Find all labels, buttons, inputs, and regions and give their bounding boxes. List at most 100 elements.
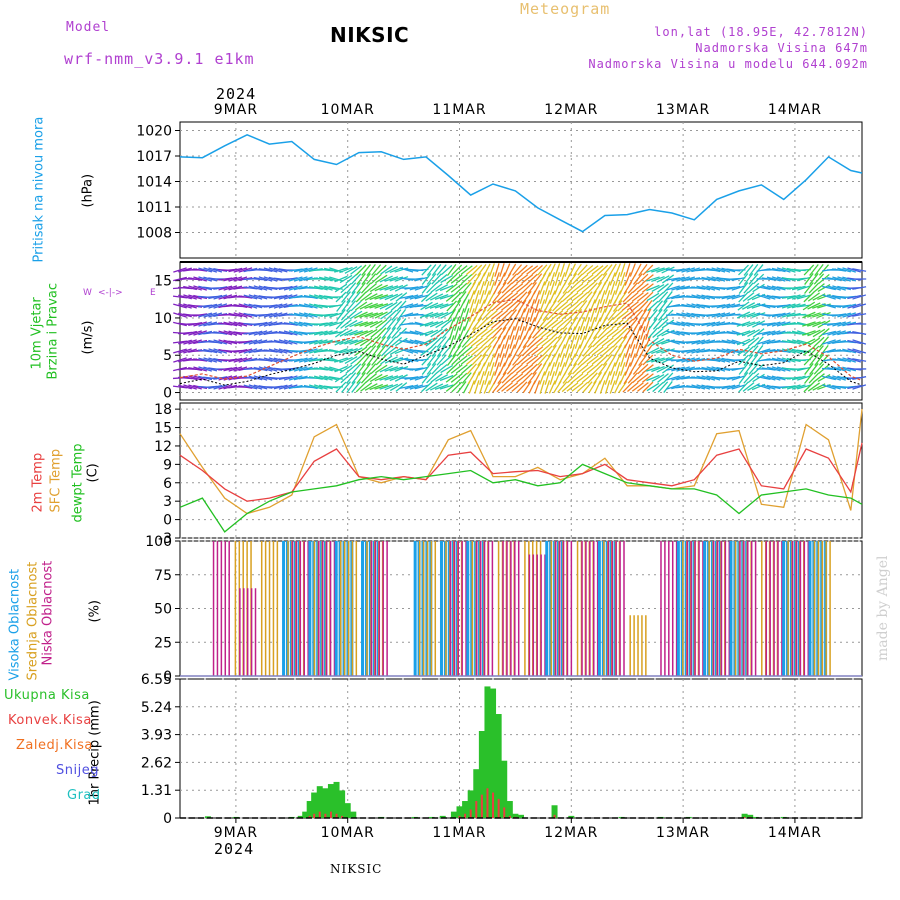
wind-arrow xyxy=(334,365,348,373)
wind-arrow xyxy=(776,276,791,282)
wind-arrow xyxy=(263,349,278,353)
wind-arrow xyxy=(586,345,599,357)
wind-arrow xyxy=(747,292,760,302)
wind-arrow xyxy=(496,381,508,393)
wind-arrow xyxy=(781,367,796,371)
wind-arrow xyxy=(818,354,830,366)
wind-arrow xyxy=(446,363,458,375)
wind-arrow xyxy=(178,267,192,273)
wind-arrow xyxy=(706,276,721,282)
wind-arrow xyxy=(676,321,690,327)
wind-arrow xyxy=(706,330,721,336)
wind-arrow xyxy=(847,367,862,371)
wind-arrow xyxy=(268,267,283,273)
wind-arrow xyxy=(706,385,721,389)
wind-arrow xyxy=(569,344,576,358)
wind-arrow xyxy=(611,328,624,338)
wind-arrow xyxy=(776,312,791,318)
wind-arrow xyxy=(552,336,563,348)
wind-arrow xyxy=(440,311,454,319)
temp-ylabel-sfc: SFC Temp xyxy=(48,448,64,513)
wind-arrow xyxy=(258,366,273,372)
wind-arrow xyxy=(791,294,806,300)
wind-arrow xyxy=(796,384,811,390)
wind-arrow xyxy=(671,276,686,282)
wind-arrow xyxy=(802,330,816,336)
wind-arrow xyxy=(339,274,353,284)
wind-arrow xyxy=(531,354,543,366)
wind-arrow xyxy=(574,335,581,349)
wind-arrow xyxy=(278,358,293,362)
wind-arrow xyxy=(203,331,218,335)
wind-arrow xyxy=(409,277,424,281)
wind-arrow xyxy=(671,313,686,317)
wind-arrow xyxy=(531,337,544,347)
wind-arrow xyxy=(791,268,806,272)
precip-conv-bar xyxy=(464,813,467,818)
wind-arrow xyxy=(452,299,462,313)
wind-arrow xyxy=(351,291,361,303)
panel-frame-clouds xyxy=(179,540,863,677)
wind-arrow xyxy=(587,336,598,348)
wind-arrow xyxy=(807,302,821,310)
wind-arrow xyxy=(173,321,187,327)
wind-arrow xyxy=(681,348,696,354)
wind-arrow xyxy=(716,357,731,363)
wind-arrow xyxy=(203,340,218,344)
wind-arrow xyxy=(554,272,561,286)
wind-arrow xyxy=(573,353,582,367)
wind-arrow xyxy=(399,367,414,371)
wind-arrow xyxy=(594,317,602,331)
wind-arrow xyxy=(544,380,551,394)
wind-arrow xyxy=(532,363,543,375)
wind-arrow xyxy=(726,367,741,371)
wind-arrow xyxy=(303,384,318,390)
wind-arrow xyxy=(178,384,192,390)
wind-arrow xyxy=(218,339,233,345)
wind-arrow xyxy=(837,267,852,273)
wind-arrow xyxy=(303,367,318,371)
wind-arrow xyxy=(526,355,539,365)
wind-arrow xyxy=(651,347,665,355)
wind-arrow xyxy=(395,292,408,302)
precip-total-bar xyxy=(297,815,304,818)
wind-arrow xyxy=(258,358,273,362)
ytick-label-temperature: 0 xyxy=(163,513,172,529)
wind-arrow xyxy=(188,375,202,381)
coords-text: lon,lat (18.95E, 42.7812N) xyxy=(654,25,868,39)
wind-arrow xyxy=(426,363,437,375)
wind-arrow xyxy=(748,354,759,366)
wind-arrow xyxy=(791,348,806,354)
wind-arrow xyxy=(218,303,233,309)
wind-arrow xyxy=(832,366,846,372)
wind-arrow xyxy=(228,312,243,318)
precip-total-bar xyxy=(568,815,575,818)
wind-arrow xyxy=(558,371,567,385)
wind-arrow xyxy=(288,294,303,300)
wind-arrow xyxy=(536,346,549,356)
wind-arrow xyxy=(198,357,213,363)
wind-arrow xyxy=(344,347,358,355)
wind-arrow xyxy=(349,320,363,328)
wind-arrow xyxy=(651,373,665,383)
wind-arrow xyxy=(567,309,578,321)
wind-arrow xyxy=(173,312,187,318)
wind-arrow xyxy=(188,349,203,353)
wind-arrow xyxy=(516,291,528,303)
wind-arrow xyxy=(511,373,524,383)
wind-arrow xyxy=(459,317,465,331)
wind-arrow xyxy=(198,340,213,344)
wind-arrow xyxy=(345,363,357,375)
wind-arrow xyxy=(544,371,550,385)
wind-arrow xyxy=(676,349,691,353)
wind-arrow xyxy=(786,339,801,345)
wind-arrow xyxy=(516,354,528,366)
wind-arrow xyxy=(467,317,476,331)
wind-arrow xyxy=(671,294,686,300)
wind-arrow xyxy=(852,268,867,272)
wind-arrow xyxy=(567,317,577,331)
wind-arrow xyxy=(521,364,534,374)
wind-arrow xyxy=(559,362,566,376)
wind-ylabel: 10m Vjetar xyxy=(29,297,45,370)
wind-arrow xyxy=(686,303,701,309)
